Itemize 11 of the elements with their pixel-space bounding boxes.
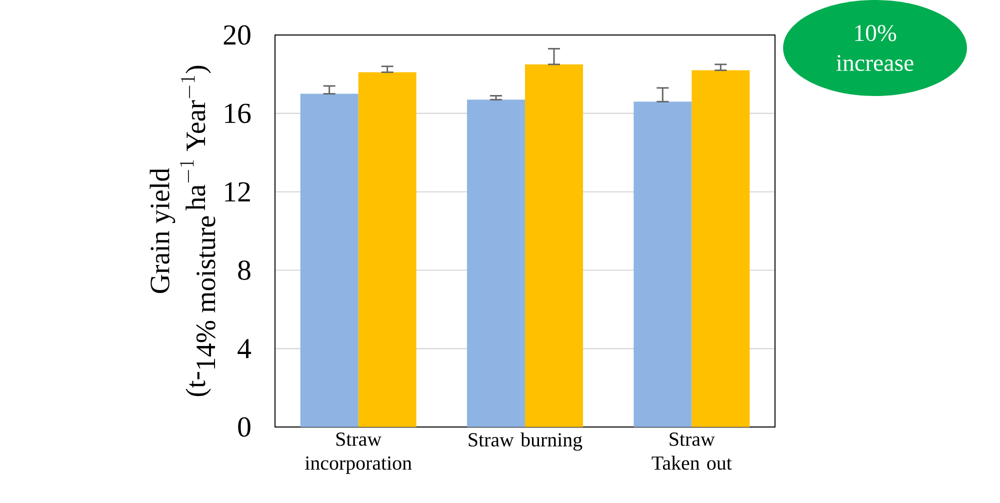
- y-tick-label: 8: [238, 260, 250, 280]
- x-tick-label: Straw burning: [468, 432, 582, 451]
- x-tick-label: Straw Taken out: [652, 432, 732, 470]
- y-tick-label: 0: [238, 417, 250, 437]
- y-tick-label: 4: [238, 339, 252, 358]
- x-tick-label: Straw incorporation: [305, 432, 412, 474]
- y-tick-label: 12: [225, 182, 250, 202]
- y-tick-label: 20: [224, 25, 250, 45]
- text: 10% increase: [836, 24, 914, 72]
- y-axis-title: $\begin{array}{c}\textrm{Grain yield}\\ \textrm{(t-}_{\textrm{14\% moisture}}\,\textrm{ha}^{-1}\;\textrm{Year}^{-1}\textrm{)}\end{array}$: [150, 66, 216, 396]
- y-tick-label: 16: [225, 104, 251, 124]
